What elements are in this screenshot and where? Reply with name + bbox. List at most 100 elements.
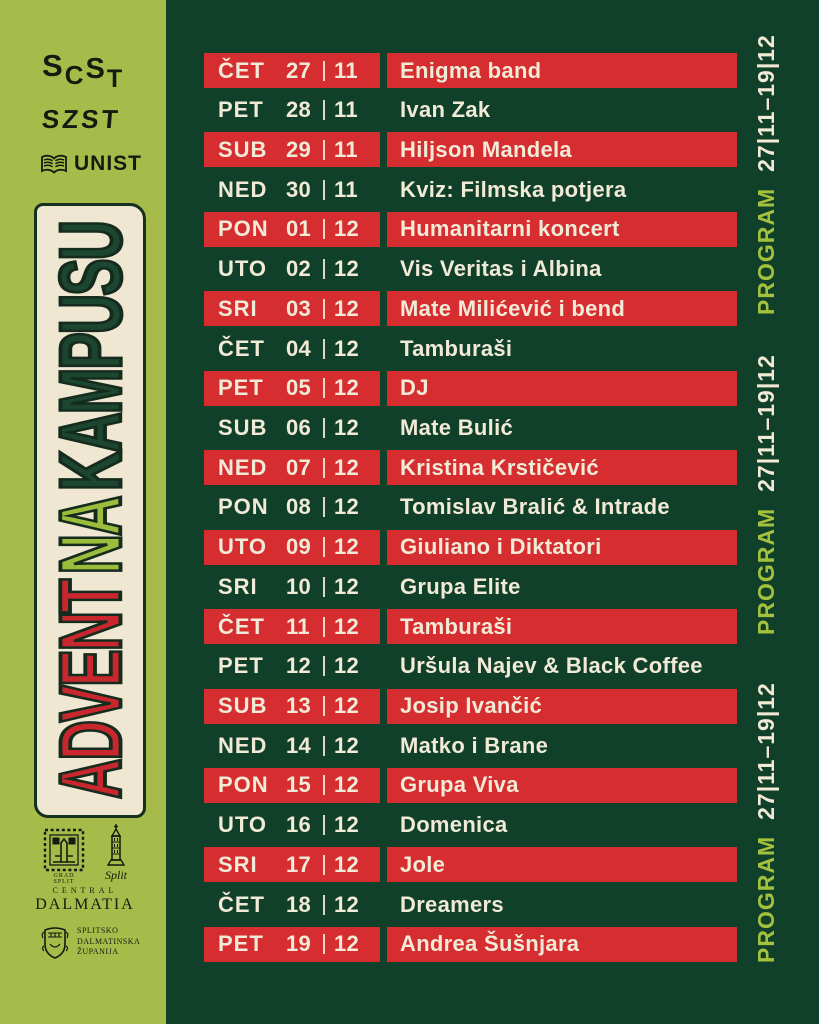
day-label: SRI [218, 295, 258, 321]
day-cell: UTO 16 12 [204, 808, 380, 843]
date-divider [323, 894, 325, 915]
event-cell: Enigma band [387, 53, 737, 88]
date-day: 02 [286, 256, 312, 282]
event-cell: Mate Bulić [400, 414, 514, 440]
day-label: ČET [218, 613, 265, 639]
schedule-row: UTO 16 12 Domenica [204, 808, 737, 843]
scst-letter: S [42, 48, 65, 83]
day-label: PET [218, 97, 264, 123]
date-month: 11 [334, 136, 358, 162]
day-label: PET [218, 653, 264, 679]
date-month: 12 [334, 335, 360, 361]
event-cell: Andrea Šušnjara [387, 926, 737, 962]
program-dates: 27|11–19|12 [752, 34, 779, 172]
scst-letter: T [106, 65, 125, 93]
scst-logo: SCST [42, 48, 124, 93]
date-day: 12 [286, 653, 312, 679]
zupanija-line3: ŽUPANIJA [77, 947, 119, 957]
date-divider [323, 696, 325, 716]
day-cell: UTO 09 12 [204, 529, 380, 565]
shield-icon [40, 924, 70, 960]
book-icon [40, 154, 68, 175]
day-cell: SUB 06 12 [204, 410, 380, 445]
date-day: 27 [286, 57, 312, 83]
event-cell: Tamburaši [387, 609, 737, 645]
advent-word: ADVENT [40, 579, 141, 800]
zupanija-line2: DALMATINSKA [77, 936, 141, 946]
day-label: NED [218, 732, 268, 758]
split-caption: Split [104, 868, 127, 882]
day-cell: ČET 11 12 [204, 609, 380, 645]
schedule-row: NED 30 11 Kviz: Filmska potjera [204, 172, 737, 207]
date-divider [323, 775, 325, 796]
event-cell: Jole [387, 847, 737, 883]
date-month: 12 [334, 256, 360, 282]
day-cell: PET 05 12 [204, 370, 380, 406]
date-divider [323, 576, 325, 597]
zupanija-logo: SPLITSKO DALMATINSKA ŽUPANIJA [40, 924, 140, 960]
day-cell: SRI 03 12 [204, 291, 380, 327]
program-label: PROGRAM [752, 835, 779, 963]
date-month: 12 [334, 534, 360, 560]
date-divider [323, 854, 325, 875]
date-divider [323, 815, 325, 836]
date-day: 18 [286, 891, 312, 917]
date-month: 12 [334, 891, 360, 917]
event-cell: Kristina Krstičević [387, 450, 737, 486]
central-line1: CENTRAL [52, 886, 118, 895]
event-cell: Uršula Najev & Black Coffee [400, 653, 703, 679]
stamp-icon [42, 828, 86, 872]
date-month: 12 [334, 494, 360, 520]
schedule-row: PET 19 12 Andrea Šušnjara [204, 926, 737, 962]
day-cell: SRI 17 12 [204, 847, 380, 883]
split-logo: Split [98, 824, 134, 883]
date-month: 12 [334, 216, 360, 242]
na-word: NA [40, 496, 141, 576]
day-cell: PET 19 12 [204, 926, 380, 962]
date-day: 29 [286, 136, 312, 162]
schedule-row: PON 01 12 Humanitarni koncert [204, 211, 737, 247]
event-cell: Grupa Elite [400, 573, 521, 599]
date-day: 13 [286, 693, 312, 718]
date-day: 03 [286, 295, 312, 321]
program-rail-3: PROGRAM 27|11–19|12 [747, 682, 785, 963]
date-month: 12 [334, 931, 360, 957]
schedule-row: PET 12 12 Uršula Najev & Black Coffee [204, 649, 737, 684]
event-cell: Grupa Viva [387, 767, 737, 803]
schedule-row: ČET 11 12 Tamburaši [204, 609, 737, 645]
kampusu-word: KAMPUSU [40, 220, 141, 492]
date-divider [323, 417, 325, 438]
date-month: 12 [334, 812, 360, 838]
event-cell: Domenica [400, 812, 508, 838]
program-rail-1: PROGRAM 27|11–19|12 [747, 34, 785, 315]
schedule-row: SUB 13 12 Josip Ivančić [204, 688, 737, 724]
date-month: 12 [334, 454, 360, 480]
day-cell: PET 12 12 [204, 649, 380, 684]
date-month: 12 [334, 851, 360, 877]
date-day: 14 [286, 732, 312, 758]
date-day: 05 [286, 375, 312, 401]
day-cell: ČET 27 11 [204, 53, 380, 88]
date-divider [323, 616, 325, 637]
event-cell: Giuliano i Diktatori [387, 529, 737, 565]
day-cell: PON 15 12 [204, 767, 380, 803]
unist-logo: UNIST [40, 152, 142, 176]
day-cell: UTO 02 12 [204, 252, 380, 287]
day-cell: SRI 10 12 [204, 569, 380, 604]
date-month: 12 [334, 772, 360, 798]
advent-title: ADVENT NA KAMPUSU [40, 206, 141, 815]
date-day: 10 [286, 573, 312, 599]
date-divider [323, 656, 325, 677]
schedule-row: NED 07 12 Kristina Krstičević [204, 450, 737, 486]
event-cell: Matko i Brane [400, 732, 549, 758]
szst-logo: SZST [40, 104, 122, 134]
schedule-row: NED 14 12 Matko i Brane [204, 728, 737, 763]
event-cell: Tomislav Bralić & Intrade [400, 494, 670, 520]
schedule-row: ČET 18 12 Dreamers [204, 887, 737, 922]
schedule-row: PON 08 12 Tomislav Bralić & Intrade [204, 490, 737, 525]
date-divider [323, 934, 325, 955]
day-cell: PON 01 12 [204, 211, 380, 247]
date-month: 12 [334, 613, 360, 639]
day-label: SRI [218, 573, 258, 599]
